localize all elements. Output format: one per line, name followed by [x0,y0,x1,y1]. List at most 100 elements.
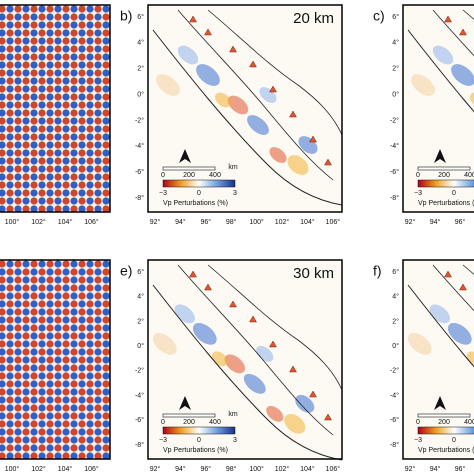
scale-label: 0 [416,419,420,426]
x-tick-label: 100° [5,465,20,473]
colorbar-tick-label: −3 [159,437,167,444]
volcano [269,85,277,93]
panel-label: c) [373,8,385,24]
anomaly [215,92,231,108]
map-frame [0,259,111,460]
volcano [289,365,297,373]
volcano [189,270,197,278]
x-tick-label: 96° [201,465,212,473]
colorbar-tick-label: 0 [452,190,456,197]
colorbar-tick-label: −3 [414,190,422,197]
colorbar [417,179,474,188]
volcano [249,60,257,68]
trench [152,284,343,461]
colorbar-label: Vp Perturbations (%) [163,200,228,207]
panels: 100° 102° 104° 106° 92° 94° 96° 98° 100° 102° 104°… [0,4,474,473]
volcano [444,15,452,23]
colorbar-tick-label: −3 [414,437,422,444]
y-tick-label: 6° [137,13,144,21]
scale-bar [162,413,216,418]
scale-bar [417,413,471,418]
y-tick-label: 2° [137,317,144,325]
volcano [289,110,297,118]
panel: 92° 94° 96° 98° 100° 102° 104° 106° 6° 4° 2° 0° -2° -… [120,259,343,473]
volcano [189,15,197,23]
map-frame [402,4,474,213]
scale-bar [417,166,471,171]
x-tick-label: 106° [326,465,341,473]
y-tick-label: -2° [135,367,144,375]
y-tick-label: 6° [392,268,399,276]
y-tick-label: 4° [137,293,144,301]
trench [407,29,474,113]
x-tick-label: 92° [150,465,161,473]
scale-label: 400 [209,419,221,426]
x-tick-label: 98° [226,465,237,473]
x-tick-label: 94° [430,218,441,226]
y-tick-label: -2° [390,116,399,124]
y-tick-label: -4° [135,142,144,150]
depth-label: 30 km [293,265,334,282]
colorbar-tick-label: 0 [452,437,456,444]
colorbar [162,179,236,188]
scale-bar [162,166,216,171]
depth-label: 20 km [293,10,334,27]
volcano [204,28,212,36]
y-tick-label: 4° [392,293,399,301]
volcano [309,135,317,143]
y-tick-label: -8° [135,441,144,449]
scale-label: 200 [183,419,195,426]
colorbar-tick-label: 0 [197,437,201,444]
scale-label: 400 [209,172,221,179]
x-tick-label: 104° [58,465,73,473]
coastline [432,264,474,312]
panel: 100° 102° 104° 106° [0,4,111,226]
y-tick-label: -4° [390,391,399,399]
north-arrow [179,396,191,410]
map-background [148,260,342,459]
y-tick-label: 6° [392,13,399,21]
colorbar-tick-label: 3 [233,437,237,444]
x-tick-label: 100° [5,218,20,226]
coastline [177,9,343,181]
x-tick-label: 104° [300,218,315,226]
anomaly [447,322,472,345]
panel-label: b) [120,8,132,24]
volcano [309,390,317,398]
scale-label: 0 [161,419,165,426]
panel: 92° 94° 96° 6° 4° 2° 0° -2° -4° -6° -8° f) 0 200 400 −3… [373,259,474,473]
y-tick-label: -2° [135,116,144,124]
anomaly [192,322,217,345]
x-tick-label: 106° [84,465,99,473]
north-arrow [434,149,446,163]
y-tick-label: -4° [390,142,399,150]
y-tick-label: -8° [390,441,399,449]
map-frame [0,4,111,213]
anomaly [295,394,315,413]
scale-label: 400 [464,172,474,179]
panel: 92° 94° 96° 98° 100° 102° 104° 106° 6° 4° 2° 0° -2° -… [120,4,343,226]
colorbar-label: Vp Perturbations (%) [163,447,228,454]
colorbar-label: Vp Perturbations (%) [418,200,474,207]
x-tick-label: 96° [455,218,466,226]
y-tick-label: -6° [135,168,144,176]
anomaly [269,147,287,163]
y-tick-label: 6° [137,268,144,276]
north-arrow [179,149,191,163]
trench [407,284,474,368]
volcano [229,300,237,308]
panel-label: e) [120,263,132,279]
colorbar-label: Vp Perturbations (%) [418,447,474,454]
volcano [229,45,237,53]
volcano [444,270,452,278]
anomaly [224,354,246,374]
colorbar [162,426,236,435]
y-tick-label: -6° [135,416,144,424]
x-tick-label: 102° [31,465,46,473]
x-tick-label: 100° [249,218,264,226]
x-tick-label: 102° [31,218,46,226]
anomaly [247,115,269,135]
x-tick-label: 96° [455,465,466,473]
y-tick-label: -4° [135,391,144,399]
